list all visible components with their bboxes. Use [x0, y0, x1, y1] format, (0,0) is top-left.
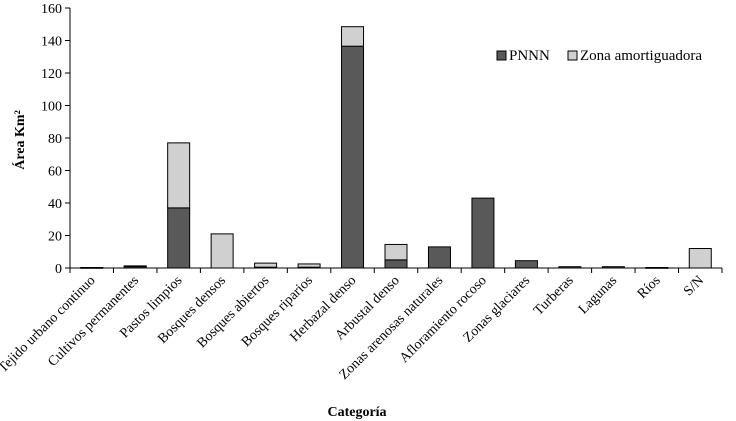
y-axis-title: Área Km²: [11, 110, 28, 170]
legend-swatch: [496, 50, 507, 61]
plot-area: [80, 26, 712, 269]
bar-segment-zona-amortiguadora: [254, 262, 278, 268]
bar-segment-pnnn: [427, 246, 451, 269]
x-tick-label: Ríos: [635, 273, 664, 302]
bar-segment-pnnn: [384, 259, 408, 269]
legend-label: PNNN: [509, 48, 550, 64]
bar-segment-pnnn: [167, 207, 191, 269]
y-axis-ticks: 0 20 40 60 80 100 120 140 160: [41, 2, 70, 277]
bar-segment-pnnn: [341, 45, 365, 269]
y-tick-label: 140: [41, 35, 62, 50]
x-tick-label: S/N: [681, 273, 707, 299]
x-tick-label: Turberas: [531, 273, 576, 318]
y-tick-label: 60: [48, 165, 62, 180]
bar-segment-zona-amortiguadora: [688, 248, 712, 269]
bar-segment-zona-amortiguadora: [123, 265, 147, 268]
bar-segment-pnnn: [471, 197, 495, 269]
y-tick-label: 160: [41, 2, 62, 17]
y-tick-label: 0: [55, 262, 62, 277]
x-axis-title: Categoría: [327, 405, 386, 420]
y-tick-label: 120: [41, 67, 62, 82]
bar-segment-zona-amortiguadora: [167, 142, 191, 209]
bar-segment-zona-amortiguadora: [297, 263, 321, 268]
legend-label: Zona amortiguadora: [580, 48, 702, 64]
y-tick-label: 40: [48, 197, 62, 212]
y-tick-label: 100: [41, 100, 62, 115]
x-tick-label: Lagunas: [576, 273, 620, 317]
legend-swatch: [567, 50, 578, 61]
legend-item: PNNN: [496, 48, 550, 64]
legend: PNNN Zona amortiguadora: [496, 48, 702, 64]
bar-segment-zona-amortiguadora: [384, 243, 408, 261]
y-tick-label: 80: [48, 132, 62, 147]
legend-item: Zona amortiguadora: [567, 48, 702, 64]
bar-segment-pnnn: [514, 260, 538, 269]
bar-segment-zona-amortiguadora: [341, 26, 365, 47]
bar-segment-zona-amortiguadora: [210, 233, 234, 269]
y-tick-label: 20: [48, 230, 62, 245]
